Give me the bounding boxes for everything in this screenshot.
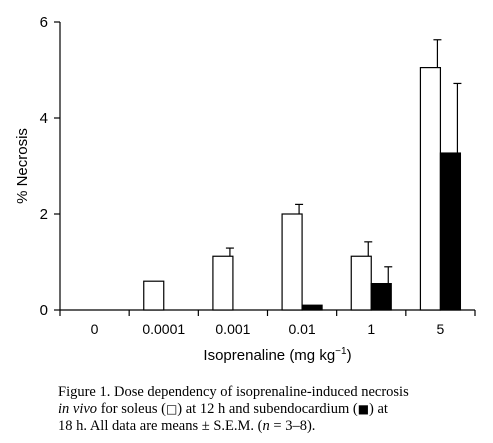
bar-soleus <box>281 213 303 311</box>
bar-soleus <box>143 280 165 311</box>
caption-n: n <box>262 418 270 434</box>
x-tick-label: 0 <box>91 321 99 337</box>
filled-square-icon: ■ <box>357 402 370 416</box>
y-tick-label: 4 <box>40 110 48 127</box>
x-tick-label: 0.01 <box>288 321 315 337</box>
bar-subendocardium <box>370 283 392 311</box>
bar-soleus <box>212 255 234 311</box>
caption-text: = 3–8). <box>269 418 316 434</box>
chart-labels: 0 2 4 6 0 0.0001 0.001 0.01 1 5 % Necrosis Isoprena… <box>14 14 445 364</box>
caption-line-1: Figure 1. Dose dependency of isoprenalin… <box>58 384 409 400</box>
caption-line-2: in vivo for soleus (□) at 12 h and suben… <box>58 401 470 418</box>
bar-subendocardium <box>301 304 323 311</box>
x-axis-label-main: Isoprenaline (mg kg <box>203 347 335 364</box>
caption-text: 18 h. All data are means ± <box>58 418 214 434</box>
open-square-icon: □ <box>165 402 178 416</box>
caption-text: ( <box>254 418 263 434</box>
x-tick-label: 0.001 <box>215 321 250 337</box>
caption-text: ) at 12 h and subendocardium ( <box>177 401 358 417</box>
x-axis-label-end: ) <box>347 347 352 364</box>
y-tick-label: 0 <box>40 302 48 319</box>
y-axis-label: % Necrosis <box>14 128 31 204</box>
bar-soleus <box>419 66 442 311</box>
bar-subendocardium <box>439 152 462 311</box>
caption-sem: S.E.M. <box>213 418 255 434</box>
x-tick-label: 5 <box>437 321 445 337</box>
figure-caption: Figure 1. Dose dependency of isoprenalin… <box>58 384 470 435</box>
chart-bars <box>143 39 462 311</box>
caption-in-vivo: in vivo <box>58 401 98 417</box>
caption-line-3: 18 h. All data are means ± S.E.M. (n = 3… <box>58 418 470 435</box>
x-axis-label: Isoprenaline (mg kg−1) <box>203 346 351 364</box>
caption-text: ) at <box>369 401 388 417</box>
x-axis-label-sup: −1 <box>335 346 347 357</box>
y-tick-label: 6 <box>40 14 48 31</box>
bar-soleus <box>350 255 372 311</box>
x-tick-label: 1 <box>367 321 375 337</box>
x-tick-label: 0.0001 <box>142 321 185 337</box>
chart-axes <box>54 21 476 316</box>
caption-text: for soleus ( <box>97 401 166 417</box>
y-tick-label: 2 <box>40 206 48 223</box>
